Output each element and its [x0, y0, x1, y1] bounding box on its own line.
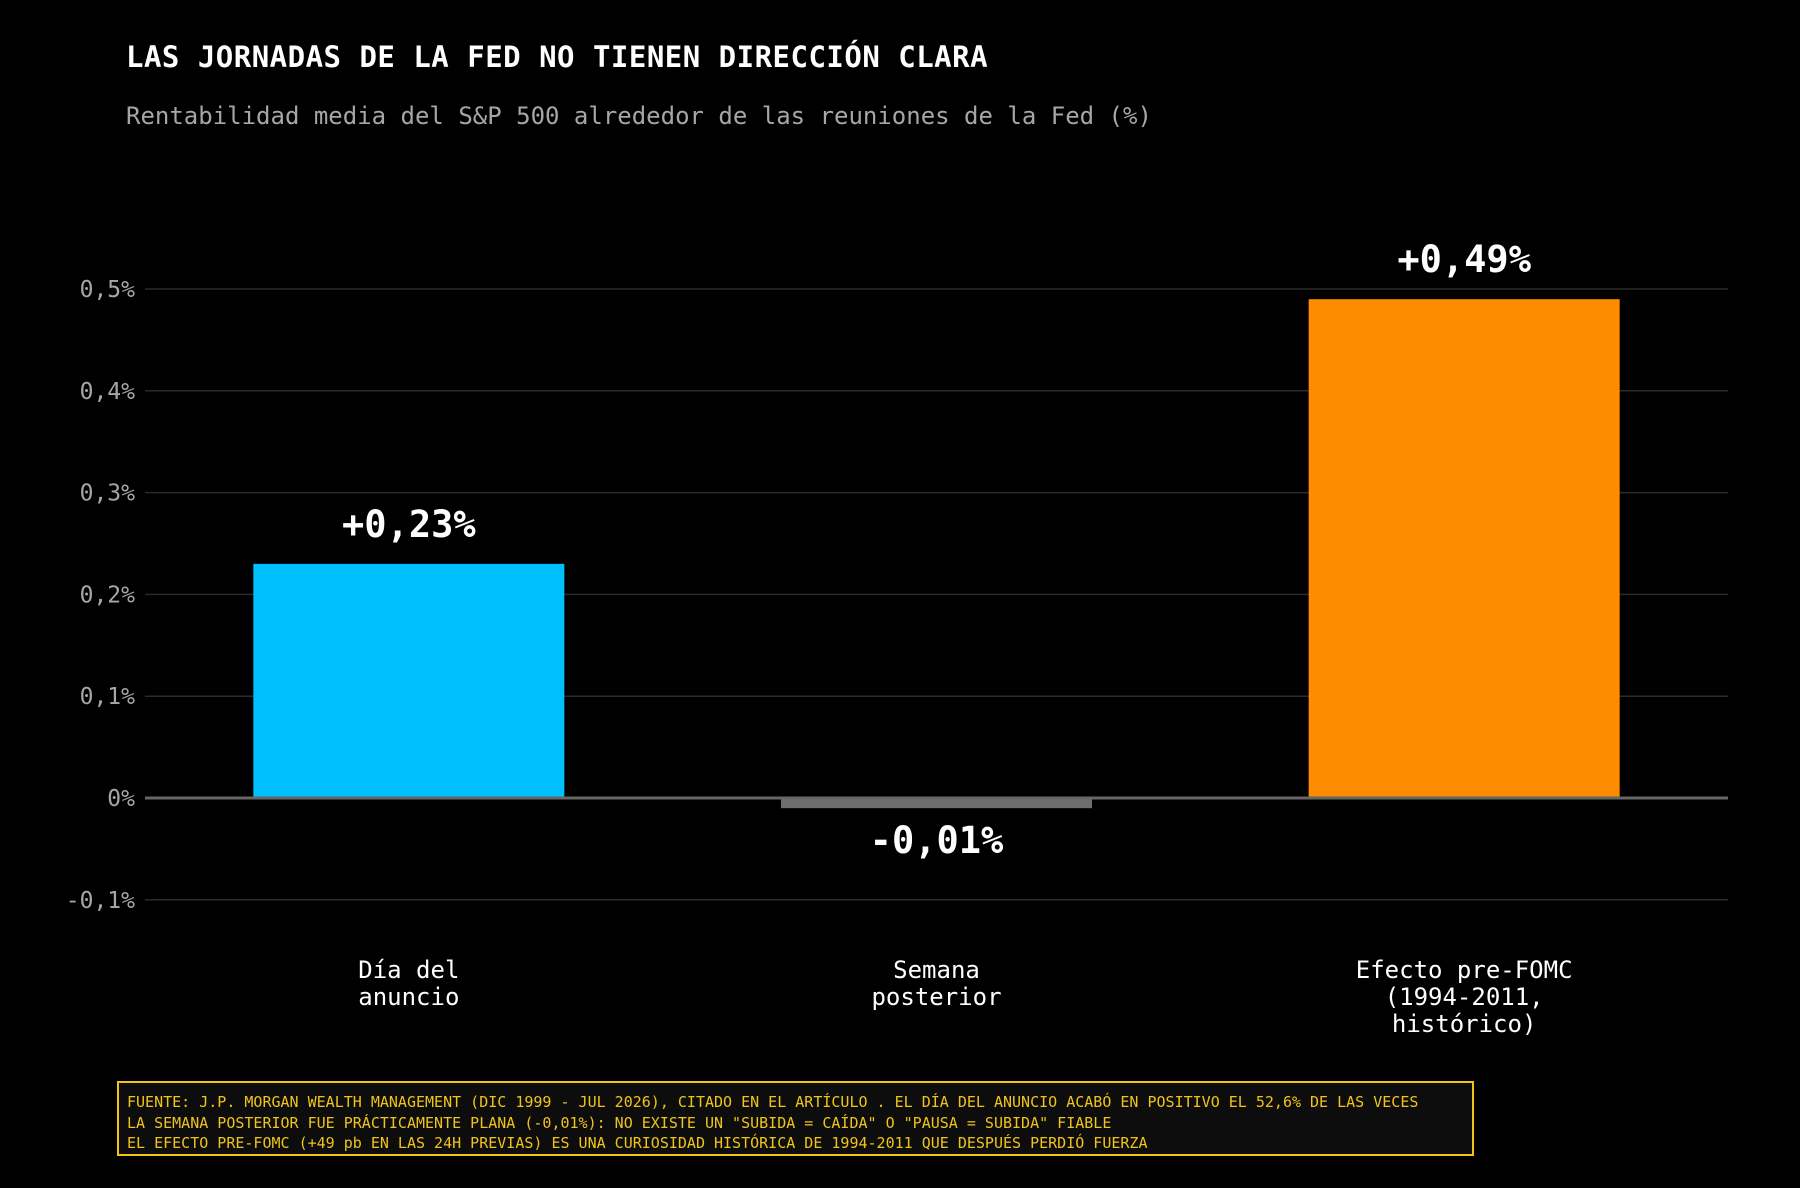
- y-tick-label: 0,4%: [80, 379, 136, 405]
- x-category-label: Día del: [358, 956, 459, 984]
- data-label: +0,23%: [342, 503, 476, 546]
- y-tick-label: -0,1%: [66, 888, 135, 914]
- chart-subtitle: Rentabilidad media del S&P 500 alrededor…: [126, 102, 1152, 130]
- x-category-label: (1994-2011,: [1385, 983, 1544, 1011]
- x-category-label: Efecto pre-FOMC: [1356, 956, 1573, 984]
- y-axis-tick-labels: -0,1% 0% 0,1% 0,2% 0,3% 0,4% 0,5%: [66, 277, 135, 914]
- bar: [781, 798, 1092, 809]
- data-label: +0,49%: [1397, 238, 1531, 281]
- y-tick-label: 0,1%: [80, 684, 136, 710]
- bar: [1308, 299, 1620, 798]
- y-tick-label: 0,5%: [80, 277, 136, 303]
- y-tick-label: 0,2%: [80, 582, 136, 608]
- chart-title: LAS JORNADAS DE LA FED NO TIENEN DIRECCI…: [126, 40, 989, 74]
- footnote-line-2: LA SEMANA POSTERIOR FUE PRÁCTICAMENTE PL…: [127, 1113, 1112, 1132]
- footnote-line-1: FUENTE: J.P. MORGAN WEALTH MANAGEMENT (D…: [127, 1093, 1419, 1111]
- x-category-label: posterior: [871, 983, 1001, 1011]
- bar: [253, 563, 565, 798]
- data-label: -0,01%: [870, 819, 1004, 862]
- data-labels: +0,23% -0,01% +0,49%: [342, 238, 1532, 862]
- y-tick-label: 0,3%: [80, 481, 136, 507]
- bars: [253, 299, 1620, 809]
- footnote-line-3: EL EFECTO PRE-FOMC (+49 pb EN LAS 24H PR…: [127, 1134, 1148, 1152]
- x-category-label: anuncio: [358, 983, 459, 1011]
- x-category-label: Semana: [893, 956, 980, 984]
- y-tick-label: 0%: [107, 786, 135, 812]
- source-footnote-box: FUENTE: J.P. MORGAN WEALTH MANAGEMENT (D…: [117, 1081, 1474, 1156]
- x-category-label: histórico): [1392, 1010, 1537, 1038]
